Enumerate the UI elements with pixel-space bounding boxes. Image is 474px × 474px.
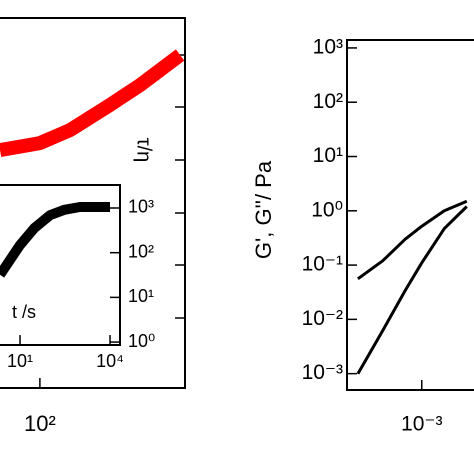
main-right-ticks [175, 54, 185, 319]
data-line [357, 199, 468, 281]
x-tick-label: 10² [24, 411, 56, 436]
y-tick-label: 10⁰ [311, 198, 343, 221]
y-tick-label: 10⁻² [302, 307, 343, 330]
y-tick-label: 10⁰ [128, 331, 155, 351]
y-tick-label: 10¹ [313, 144, 343, 167]
data-line [0, 49, 185, 157]
y-tick-label: 10³ [128, 197, 154, 217]
inset-frame [0, 184, 121, 346]
y-tick-label: 10² [313, 90, 343, 113]
y-tick-label: 10⁻¹ [302, 253, 343, 276]
x-tick-label: 10⁴ [96, 351, 124, 371]
y-tick-label: 10⁻³ [302, 361, 343, 384]
y-tick-label: 10² [128, 241, 154, 261]
x-tick-label: 10¹ [7, 351, 33, 371]
y-tick-label: 10¹ [128, 286, 154, 306]
y-tick-label: 10³ [313, 35, 343, 58]
inset-x-label: t /s [12, 302, 36, 322]
right-frame [346, 39, 474, 391]
x-tick-label: 10⁻³ [401, 413, 442, 436]
data-line [0, 202, 110, 278]
main-frame [0, 17, 186, 389]
main-y-label: τ/η [133, 138, 155, 163]
right-y-label: G', G''/ Pa [251, 160, 276, 259]
data-line [356, 205, 468, 375]
